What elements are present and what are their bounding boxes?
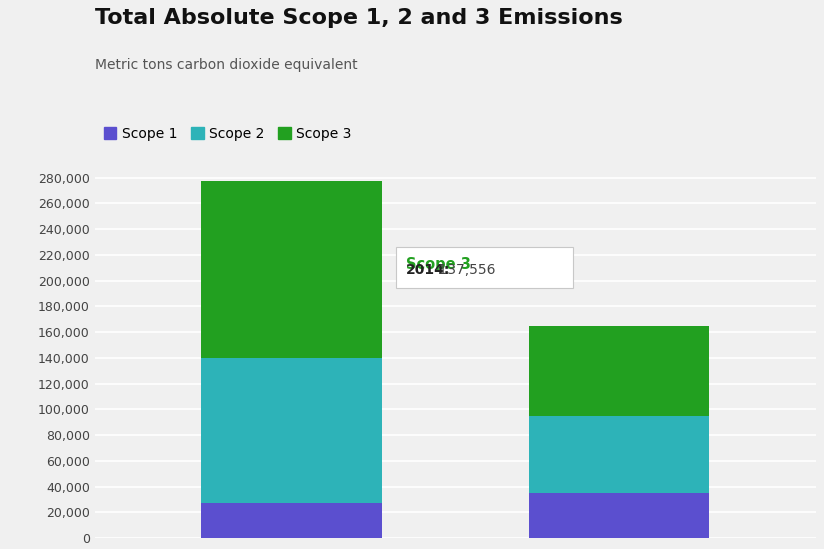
Bar (529, 493, 709, 538)
Legend: Scope 1, Scope 2, Scope 3: Scope 1, Scope 2, Scope 3 (98, 121, 358, 147)
Text: Total Absolute Scope 1, 2 and 3 Emissions: Total Absolute Scope 1, 2 and 3 Emission… (95, 8, 622, 28)
Text: Metric tons carbon dioxide equivalent: Metric tons carbon dioxide equivalent (95, 58, 358, 72)
Bar (529, 326, 709, 416)
Bar (201, 358, 382, 503)
Text: 2014:: 2014: (406, 262, 451, 277)
Bar (201, 181, 382, 358)
Text: 137,556: 137,556 (434, 262, 495, 277)
Bar (201, 503, 382, 538)
FancyBboxPatch shape (396, 247, 574, 288)
Text: Scope 3: Scope 3 (406, 257, 471, 272)
Bar (529, 416, 709, 493)
